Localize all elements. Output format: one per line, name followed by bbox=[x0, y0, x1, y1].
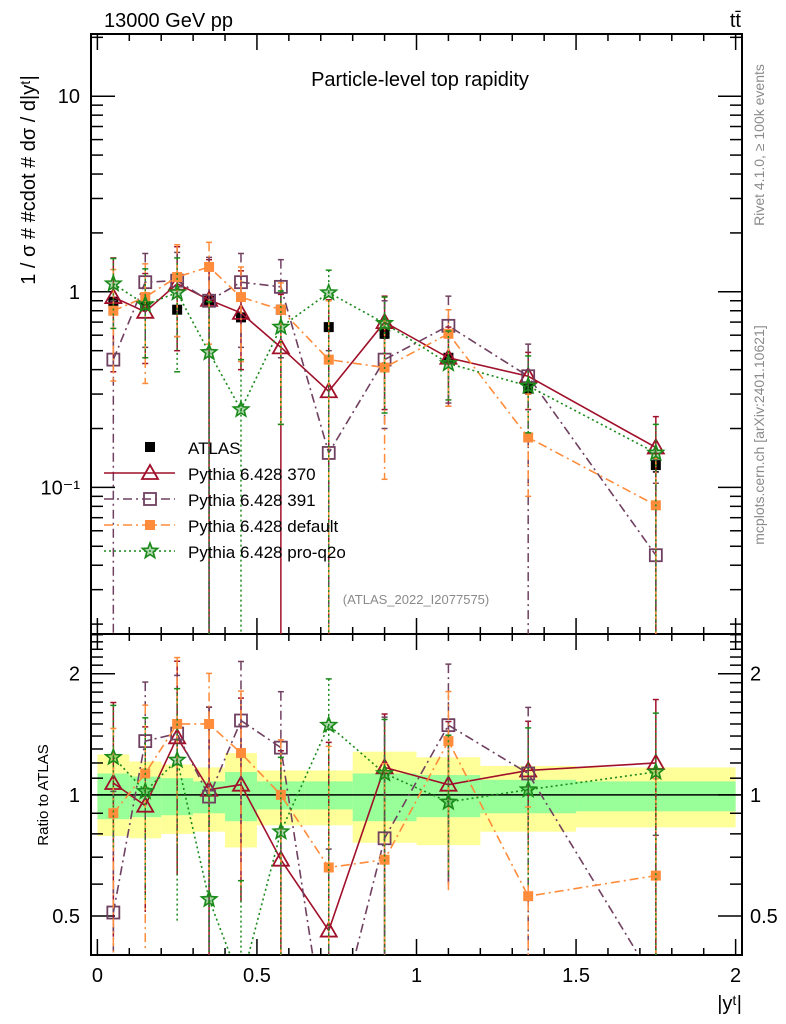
axis-ticks: 0 0.5 1 1.5 2 10 1 10⁻¹ 2 2 1 1 0.5 0.5 bbox=[41, 34, 778, 987]
ratio-point bbox=[167, 749, 187, 769]
chart-title: Particle-level top rapidity bbox=[311, 69, 529, 91]
data-point bbox=[231, 399, 251, 418]
data-point bbox=[374, 313, 395, 332]
rivet-version-label: Rivet 4.1.0, ≥ 100k events bbox=[751, 64, 767, 226]
ratio-point bbox=[374, 763, 395, 782]
y-tick-label: 10 bbox=[58, 86, 80, 108]
ratio-tick-label-right: 0.5 bbox=[750, 906, 778, 928]
ratio-point bbox=[108, 808, 119, 819]
ratio-series-pythia-6-428-pro-q2o bbox=[103, 678, 666, 955]
series-pythia-6-428-pro-q2o bbox=[103, 257, 666, 634]
ratio-tick-label-left: 0.5 bbox=[52, 906, 80, 928]
ratio-axis-label: Ratio to ATLAS bbox=[35, 744, 52, 845]
header-right: tt̄ bbox=[730, 10, 742, 32]
x-tick-label: 0.5 bbox=[243, 965, 271, 987]
ratio-point bbox=[323, 862, 334, 873]
data-point bbox=[438, 353, 459, 372]
data-point bbox=[646, 442, 666, 462]
legend-label: Pythia 6.428 default bbox=[188, 517, 339, 536]
ratio-point bbox=[135, 781, 156, 800]
legend-item: ATLAS bbox=[145, 439, 241, 458]
ratio-point bbox=[275, 789, 286, 800]
legend-marker-icon bbox=[143, 492, 157, 506]
ratio-point bbox=[650, 870, 661, 881]
ratio-uncertainty-bands bbox=[91, 751, 742, 848]
legend-item: Pythia 6.428 391 bbox=[104, 491, 316, 510]
data-point bbox=[167, 282, 187, 301]
x-axis-label: |yᵗ| bbox=[717, 993, 742, 1015]
ratio-point bbox=[103, 747, 124, 766]
series-line bbox=[112, 283, 657, 454]
data-point bbox=[204, 261, 215, 272]
data-point bbox=[108, 305, 119, 316]
ratio-line bbox=[112, 719, 640, 955]
ratio-point bbox=[135, 795, 155, 813]
data-point bbox=[103, 273, 124, 293]
header-left: 13000 GeV pp bbox=[104, 10, 233, 32]
legend-item: Pythia 6.428 default bbox=[104, 517, 339, 536]
legend: ATLAS Pythia 6.428 370 Pythia 6.428 391 Pyt… bbox=[104, 439, 346, 562]
legend-label: Pythia 6.428 pro-q2o bbox=[188, 543, 346, 562]
ratio-point bbox=[199, 889, 219, 908]
legend-marker-icon bbox=[145, 442, 155, 452]
data-point bbox=[275, 304, 286, 315]
ratio-tick-label-left: 1 bbox=[69, 785, 80, 807]
legend-label: Pythia 6.428 370 bbox=[188, 465, 316, 484]
data-point bbox=[523, 432, 534, 443]
y-axis-label: 1 / σ # #cdot # dσ / d|yᵗ| bbox=[18, 75, 40, 285]
ratio-tick-label-left: 2 bbox=[69, 664, 80, 686]
legend-label: ATLAS bbox=[188, 439, 241, 458]
mcplots-label: mcplots.cern.ch [arXiv:2401.10621] bbox=[751, 325, 767, 544]
ratio-point bbox=[518, 779, 538, 799]
ratio-point bbox=[646, 761, 666, 781]
x-tick-label: 1.5 bbox=[562, 965, 590, 987]
data-point bbox=[271, 316, 291, 336]
data-series bbox=[103, 241, 666, 955]
ratio-point bbox=[167, 727, 187, 745]
x-tick-label: 1 bbox=[411, 965, 422, 987]
x-tick-label: 2 bbox=[730, 965, 741, 987]
ratio-point bbox=[271, 821, 291, 841]
legend-marker-icon bbox=[140, 540, 160, 560]
data-point bbox=[172, 272, 183, 283]
ratio-tick-label-right: 2 bbox=[750, 664, 761, 686]
data-point bbox=[443, 328, 454, 339]
data-point bbox=[318, 282, 339, 301]
x-tick-label: 0 bbox=[92, 965, 103, 987]
data-point bbox=[135, 294, 156, 313]
data-point bbox=[518, 375, 538, 395]
legend-label: Pythia 6.428 391 bbox=[188, 491, 316, 510]
data-point bbox=[646, 437, 666, 455]
ratio-point bbox=[235, 748, 246, 759]
ratio-line bbox=[112, 723, 656, 955]
legend-item: Pythia 6.428 pro-q2o bbox=[104, 540, 346, 562]
y-tick-label: 10⁻¹ bbox=[41, 477, 81, 499]
ratio-point bbox=[438, 791, 459, 811]
data-point bbox=[199, 342, 219, 361]
ratio-point bbox=[523, 891, 534, 902]
legend-marker-icon bbox=[145, 520, 155, 530]
y-tick-label: 1 bbox=[69, 282, 80, 304]
ratio-point bbox=[518, 760, 538, 778]
ratio-tick-label-right: 1 bbox=[750, 785, 761, 807]
legend-item: Pythia 6.428 370 bbox=[104, 463, 316, 484]
ratio-point bbox=[318, 714, 339, 734]
data-point bbox=[323, 354, 334, 365]
analysis-label: (ATLAS_2022_I2077575) bbox=[343, 592, 489, 607]
data-point bbox=[235, 292, 246, 303]
legend-marker-icon bbox=[140, 463, 160, 480]
ratio-point bbox=[204, 718, 215, 729]
